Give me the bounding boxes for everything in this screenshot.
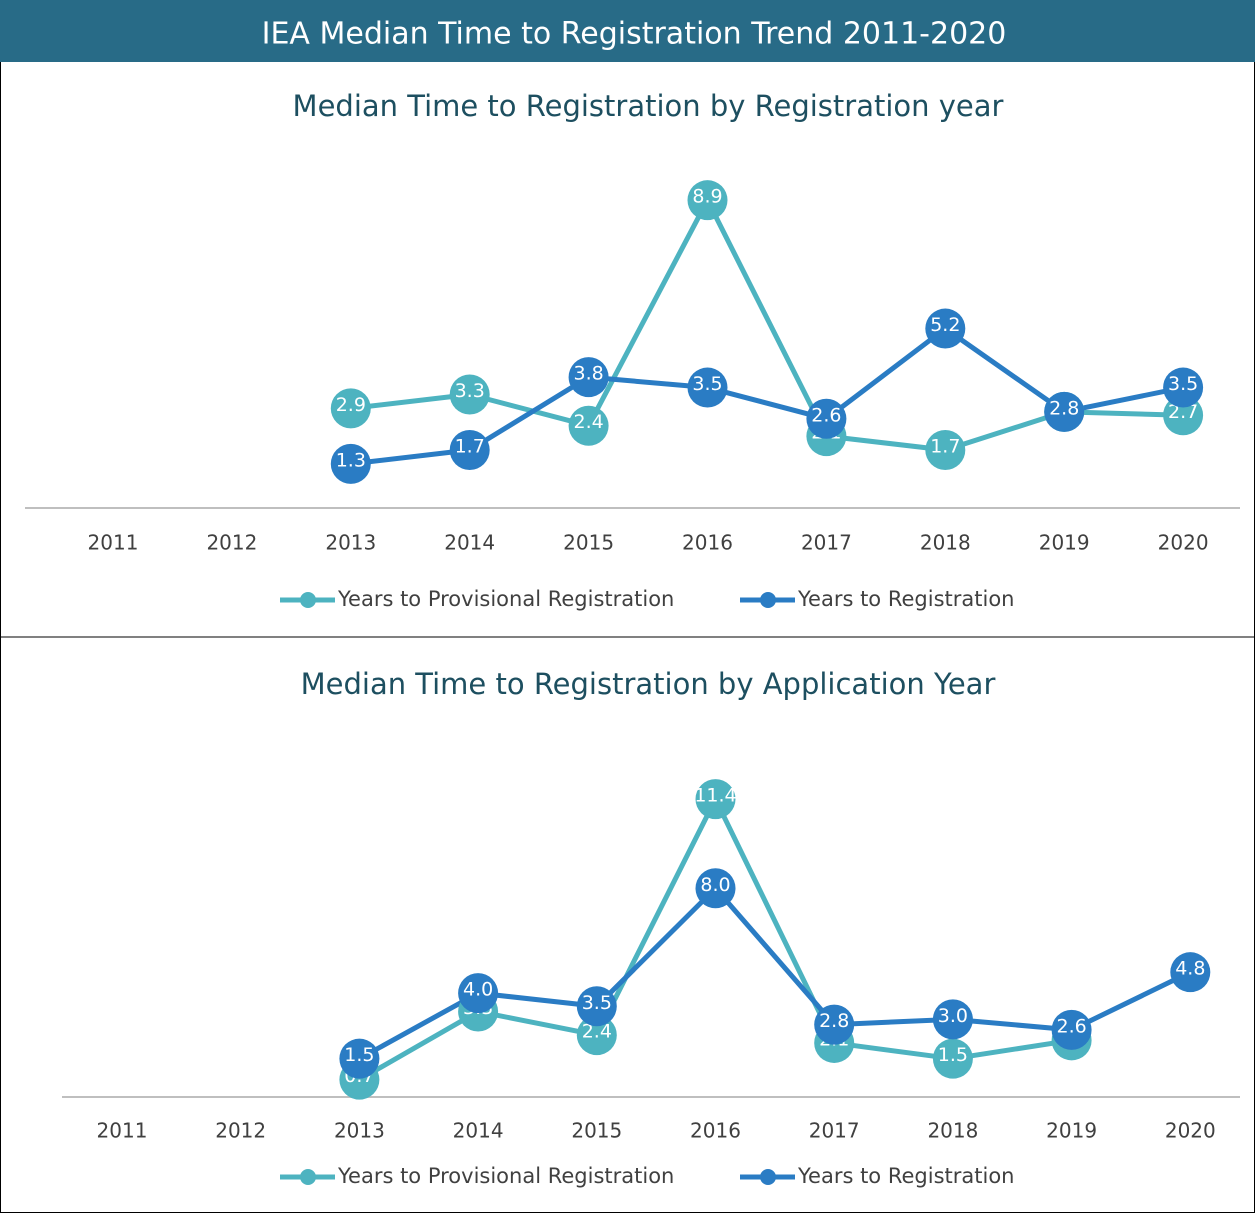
- x-tick-label: 2015: [571, 1119, 622, 1143]
- legend-marker: [760, 1169, 776, 1185]
- x-tick-label: 2020: [1165, 1119, 1216, 1143]
- marker: [687, 180, 728, 221]
- data-label: 2.4: [582, 1021, 612, 1043]
- data-label: 1.5: [344, 1044, 374, 1066]
- x-tick-label: 2017: [801, 531, 852, 555]
- data-label: 11.4: [694, 785, 736, 807]
- marker: [932, 1038, 973, 1079]
- data-label: 4.0: [463, 979, 493, 1001]
- marker: [330, 388, 371, 429]
- x-tick-label: 2020: [1158, 531, 1209, 555]
- x-tick-label: 2017: [809, 1119, 860, 1143]
- marker: [1170, 952, 1211, 993]
- x-tick-label: 2011: [97, 1119, 148, 1143]
- chart-title: Median Time to Registration by Applicati…: [301, 667, 996, 701]
- data-label: 2.9: [336, 394, 366, 416]
- x-tick-label: 2014: [453, 1119, 504, 1143]
- x-tick-label: 2012: [215, 1119, 266, 1143]
- series-line: [350, 326, 1184, 467]
- marker: [576, 1015, 617, 1056]
- marker: [925, 308, 966, 349]
- data-label: 2.4: [573, 411, 603, 433]
- series-line: [350, 197, 1184, 453]
- marker: [695, 868, 736, 909]
- x-tick-label: 2018: [920, 531, 971, 555]
- legend-marker: [760, 592, 776, 608]
- marker: [932, 999, 973, 1040]
- x-tick-label: 2013: [334, 1119, 385, 1143]
- marker: [339, 1038, 380, 1079]
- data-label: 1.3: [336, 449, 366, 471]
- data-label: 3.5: [1168, 373, 1198, 395]
- data-label: 1.5: [938, 1044, 968, 1066]
- x-tick-label: 2012: [206, 531, 257, 555]
- marker: [1163, 367, 1204, 408]
- legend-label: Years to Registration: [797, 587, 1014, 611]
- x-tick-label: 2016: [682, 531, 733, 555]
- data-label: 1.7: [930, 436, 960, 458]
- marker: [925, 430, 966, 471]
- data-label: 3.8: [573, 363, 603, 385]
- data-label: 3.3: [455, 380, 485, 402]
- legend-label: Years to Registration: [797, 1164, 1014, 1188]
- data-label: 3.5: [582, 992, 612, 1014]
- marker: [449, 430, 490, 471]
- marker: [576, 986, 617, 1027]
- data-label: 2.6: [1056, 1015, 1086, 1037]
- data-label: 2.7: [1168, 401, 1198, 423]
- x-tick-label: 2013: [325, 531, 376, 555]
- x-tick-label: 2019: [1039, 531, 1090, 555]
- marker: [1044, 391, 1085, 432]
- x-tick-label: 2015: [563, 531, 614, 555]
- data-label: 1.7: [455, 436, 485, 458]
- data-label: 3.0: [938, 1005, 968, 1027]
- marker: [1163, 395, 1204, 436]
- data-label: 8.9: [692, 186, 722, 208]
- marker: [458, 973, 499, 1014]
- data-label: 2.8: [1049, 397, 1079, 419]
- marker: [814, 1004, 855, 1045]
- x-tick-label: 2011: [88, 531, 139, 555]
- legend-marker: [300, 592, 316, 608]
- x-tick-label: 2018: [927, 1119, 978, 1143]
- x-tick-label: 2016: [690, 1119, 741, 1143]
- data-label: 2.8: [819, 1010, 849, 1032]
- data-label: 4.8: [1175, 958, 1205, 980]
- legend-label: Years to Provisional Registration: [337, 587, 674, 611]
- data-label: 5.2: [930, 314, 960, 336]
- header-bar: [0, 0, 1255, 62]
- chart-title: Median Time to Registration by Registrat…: [293, 89, 1004, 123]
- marker: [687, 367, 728, 408]
- marker: [695, 779, 736, 820]
- data-label: 2.6: [811, 404, 841, 426]
- marker: [568, 405, 609, 446]
- marker: [449, 374, 490, 415]
- legend-label: Years to Provisional Registration: [337, 1164, 674, 1188]
- header-title: IEA Median Time to Registration Trend 20…: [262, 17, 1007, 52]
- x-tick-label: 2019: [1046, 1119, 1097, 1143]
- marker: [806, 398, 847, 439]
- x-tick-label: 2014: [444, 531, 495, 555]
- legend-marker: [300, 1169, 316, 1185]
- marker: [568, 357, 609, 398]
- data-label: 8.0: [700, 874, 730, 896]
- data-label: 3.5: [692, 373, 722, 395]
- marker: [330, 443, 371, 484]
- marker: [1051, 1009, 1092, 1050]
